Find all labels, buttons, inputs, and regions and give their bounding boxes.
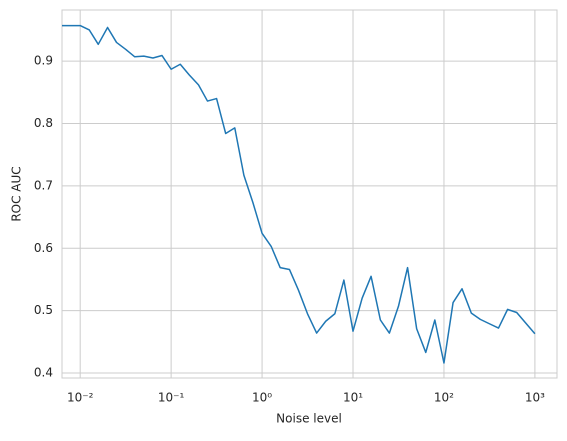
x-tick-label: 10⁻¹ — [158, 391, 185, 405]
y-tick-label: 0.5 — [34, 303, 53, 317]
x-tick-label: 10³ — [525, 391, 545, 405]
y-tick-label: 0.8 — [34, 116, 53, 130]
y-tick-label: 0.6 — [34, 241, 53, 255]
x-tick-label: 10¹ — [343, 391, 363, 405]
y-tick-label: 0.9 — [34, 54, 53, 68]
plot-area — [61, 9, 558, 379]
y-tick-label: 0.4 — [34, 366, 53, 380]
x-tick-label: 10⁰ — [252, 391, 272, 405]
x-tick-label: 10² — [434, 391, 454, 405]
x-axis-label: Noise level — [276, 412, 342, 426]
y-tick-label: 0.7 — [34, 178, 53, 192]
y-axis-label: ROC AUC — [10, 166, 24, 221]
data-line — [62, 24, 536, 364]
x-tick-label: 10⁻² — [67, 391, 94, 405]
